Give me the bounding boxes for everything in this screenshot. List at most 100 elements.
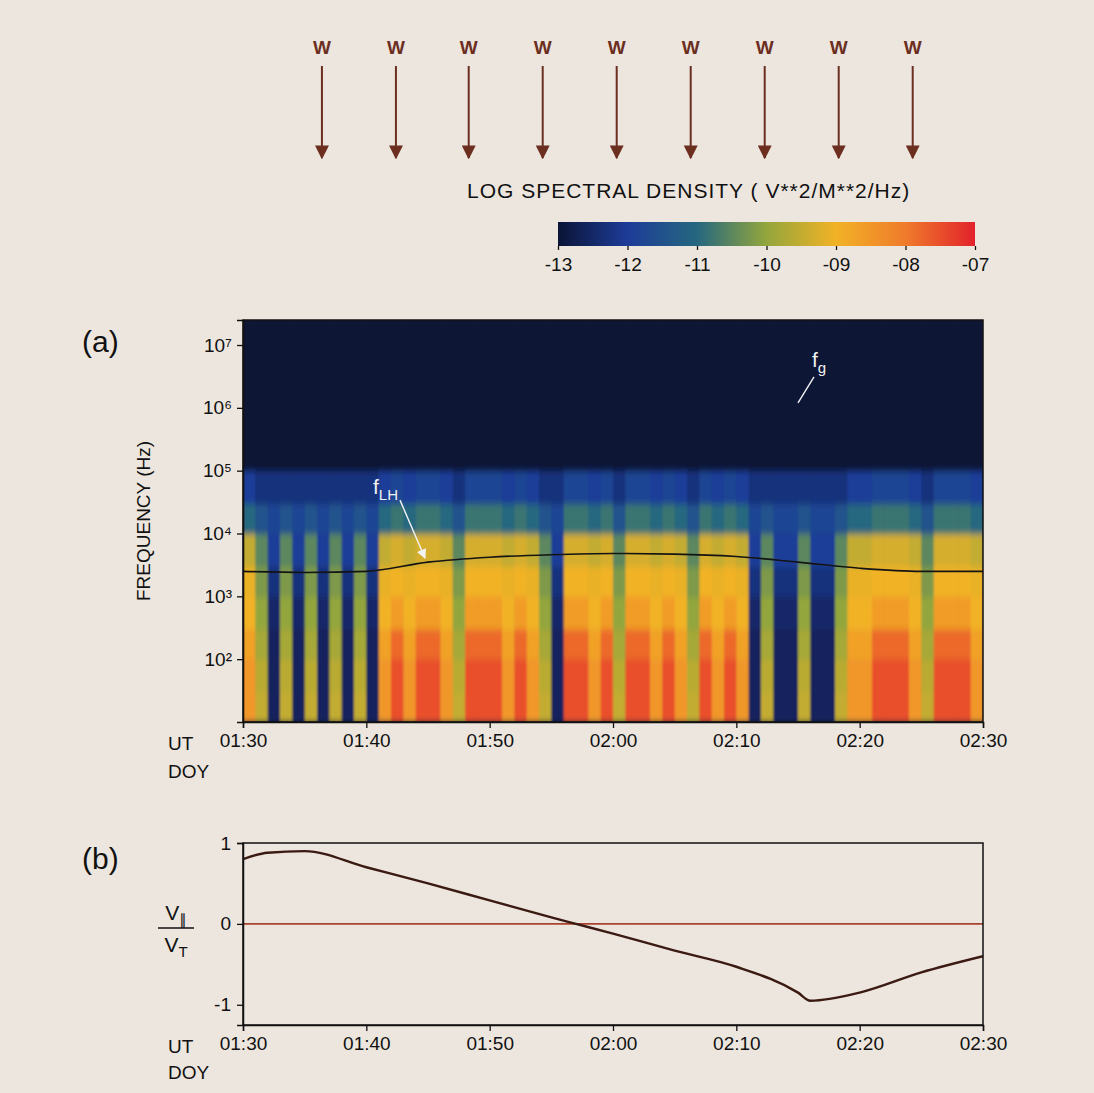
heatmap-cell [773, 408, 786, 471]
heatmap-cell [305, 659, 318, 692]
heatmap-cell [662, 534, 675, 567]
tick-mark [366, 722, 367, 728]
tick-mark [237, 659, 243, 660]
heatmap-cell [527, 408, 540, 471]
heatmap-cell [897, 504, 910, 535]
plot-area [243, 320, 983, 722]
heatmap-cell [773, 659, 786, 692]
heatmap-cell [687, 659, 700, 692]
heatmap-cell [773, 629, 786, 660]
axis-line [237, 844, 244, 1026]
heatmap-cell [675, 659, 688, 692]
heatmap-cell [884, 534, 897, 567]
heatmap-cell [909, 408, 922, 471]
heatmap-cell [860, 629, 873, 660]
heatmap-cell [958, 408, 971, 471]
heatmap-cell [317, 692, 330, 722]
tick-label: -13 [545, 254, 572, 275]
heatmap-cell [440, 596, 453, 629]
tick-mark [836, 246, 837, 250]
heatmap-cell [490, 596, 503, 629]
heatmap-cell [613, 692, 626, 722]
heatmap-cell [909, 320, 922, 408]
heatmap-cell [971, 692, 983, 722]
heatmap-cell [391, 566, 404, 597]
heatmap-cell [724, 534, 737, 567]
tick: 10⁴ [203, 523, 243, 544]
tick-mark [237, 471, 243, 472]
heatmap-cell [687, 596, 700, 629]
heatmap-cell [490, 534, 503, 567]
heatmap-cell [453, 596, 466, 629]
heatmap-cell [366, 504, 379, 535]
event-label: W [534, 37, 552, 58]
heatmap-cell [551, 534, 564, 567]
heatmap-cell [539, 504, 552, 535]
tick-mark [627, 246, 628, 250]
heatmap-cell [588, 504, 601, 535]
heatmap-cell [329, 504, 342, 535]
heatmap-cell [329, 692, 342, 722]
heatmap-cell [527, 320, 540, 408]
heatmap-cell [588, 566, 601, 597]
tick-mark [558, 246, 559, 250]
tick-mark [237, 533, 243, 534]
heatmap-cell [909, 534, 922, 567]
heatmap-cell [379, 659, 392, 692]
heatmap-cell [971, 534, 983, 567]
heatmap-cell [490, 320, 503, 408]
heatmap-cell [292, 408, 305, 471]
heatmap-cell [527, 566, 540, 597]
plot-area [243, 851, 983, 1001]
tick-mark [613, 722, 614, 728]
heatmap-cell [810, 534, 823, 567]
tick: 02:30 [960, 722, 1008, 751]
heatmap-cell [268, 504, 281, 535]
heatmap-cell [638, 320, 651, 408]
heatmap-cell [280, 471, 293, 504]
heatmap-cell [847, 566, 860, 597]
heatmap-cell [317, 408, 330, 471]
heatmap-cell [921, 504, 934, 535]
tick: 02:20 [836, 1025, 884, 1054]
heatmap-cell [416, 320, 429, 408]
heatmap-cell [317, 629, 330, 660]
heatmap-cell [477, 504, 490, 535]
heatmap-cell [687, 320, 700, 408]
heatmap-cell [872, 534, 885, 567]
heatmap-cell [650, 692, 663, 722]
heatmap-cell [354, 504, 367, 535]
heatmap-cell [872, 320, 885, 408]
heatmap-cell [823, 504, 836, 535]
event-arrow [616, 66, 618, 158]
y-axis: 10²10³10⁴10⁵10⁶10⁷ [203, 321, 244, 723]
heatmap-cell [527, 659, 540, 692]
heatmap-cell [490, 659, 503, 692]
heatmap-cell [329, 629, 342, 660]
heatmap-cell [551, 504, 564, 535]
heatmap-cell [625, 408, 638, 471]
heatmap-cell [921, 320, 934, 408]
tick: 02:30 [960, 1025, 1008, 1054]
heatmap-cell [675, 534, 688, 567]
heatmap-cell [675, 320, 688, 408]
tick-label: 10³ [205, 586, 232, 607]
heatmap-cell [366, 596, 379, 629]
heatmap-cell [884, 659, 897, 692]
heatmap-cell [305, 596, 318, 629]
heatmap-cell [588, 320, 601, 408]
heatmap-cell [625, 692, 638, 722]
heatmap-cell [835, 534, 848, 567]
heatmap-cell [613, 596, 626, 629]
heatmap-cell [687, 629, 700, 660]
heatmap-cell [551, 659, 564, 692]
heatmap-cell [539, 534, 552, 567]
heatmap-cell [958, 692, 971, 722]
heatmap-cell [366, 629, 379, 660]
heatmap-cell [687, 534, 700, 567]
tick-mark [237, 924, 243, 925]
heatmap-cell [292, 659, 305, 692]
heatmap-cell [527, 629, 540, 660]
heatmap-cell [798, 629, 811, 660]
heatmap-cell [317, 596, 330, 629]
